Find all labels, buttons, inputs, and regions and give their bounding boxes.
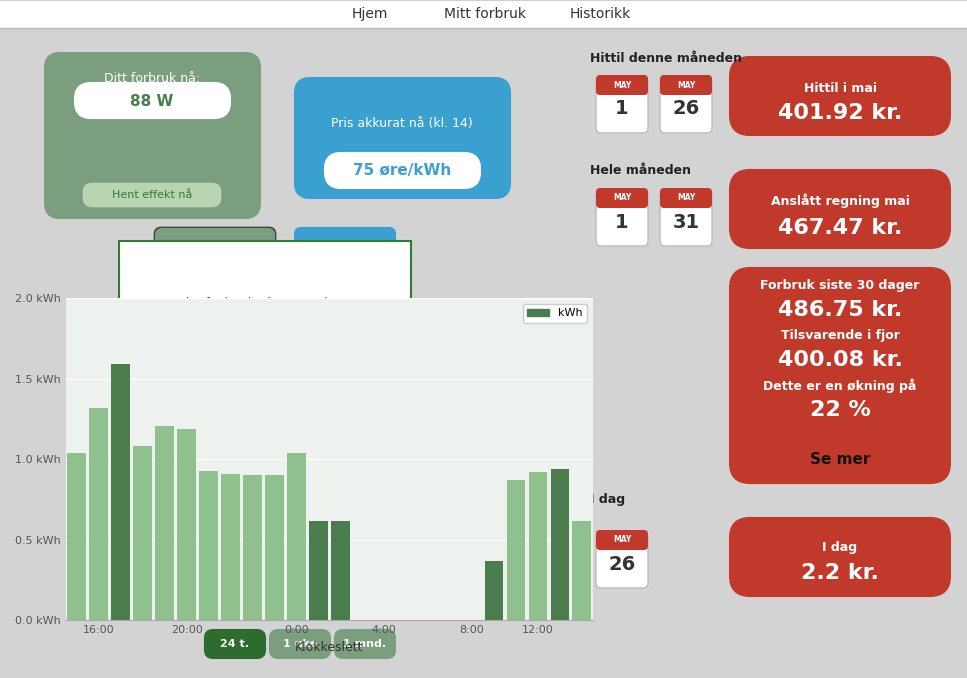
FancyBboxPatch shape — [295, 228, 395, 268]
Text: 24 t.: 24 t. — [220, 639, 249, 649]
Bar — [89, 408, 108, 620]
Text: Hent effekt nå: Hent effekt nå — [112, 190, 192, 200]
Text: Mitt forbruk: Mitt forbruk — [444, 7, 526, 21]
FancyBboxPatch shape — [75, 83, 230, 118]
FancyBboxPatch shape — [270, 630, 330, 658]
Text: 486.75 kr.: 486.75 kr. — [777, 300, 902, 320]
Text: 22 %: 22 % — [809, 400, 870, 420]
FancyBboxPatch shape — [730, 57, 950, 135]
FancyBboxPatch shape — [156, 229, 274, 267]
Text: Hittil i mai: Hittil i mai — [804, 81, 876, 94]
Text: 88 W: 88 W — [131, 94, 174, 108]
Text: Ditt forbruk siste 24 timer: Ditt forbruk siste 24 timer — [175, 297, 355, 311]
Text: Forbruk siste 30 dager: Forbruk siste 30 dager — [760, 279, 920, 292]
Text: Dette er en økning på: Dette er en økning på — [763, 379, 917, 393]
Text: 1: 1 — [615, 212, 629, 231]
Text: Ditt forbruk nå:: Ditt forbruk nå: — [103, 71, 200, 85]
Text: 401.92 kr.: 401.92 kr. — [777, 103, 902, 123]
FancyBboxPatch shape — [155, 228, 275, 268]
Text: Hele måneden: Hele måneden — [590, 163, 691, 176]
Text: Se mer: Se mer — [809, 452, 870, 468]
Text: MAY: MAY — [613, 193, 631, 203]
Text: Historikk: Historikk — [570, 7, 630, 21]
Bar — [484, 561, 503, 620]
FancyBboxPatch shape — [660, 190, 712, 246]
Bar — [243, 475, 262, 620]
FancyBboxPatch shape — [660, 188, 712, 208]
FancyBboxPatch shape — [596, 532, 648, 588]
X-axis label: Klokkeslett: Klokkeslett — [295, 641, 364, 654]
FancyBboxPatch shape — [82, 182, 222, 208]
Text: 1 uke: 1 uke — [283, 639, 317, 649]
Bar — [507, 480, 525, 620]
FancyBboxPatch shape — [335, 630, 395, 658]
Text: Hjem: Hjem — [352, 7, 388, 21]
Bar — [572, 521, 591, 620]
FancyBboxPatch shape — [596, 190, 648, 246]
FancyBboxPatch shape — [0, 0, 967, 28]
Text: 75 øre/kWh: 75 øre/kWh — [353, 163, 452, 178]
Bar — [331, 521, 350, 620]
FancyBboxPatch shape — [730, 170, 950, 248]
FancyBboxPatch shape — [596, 75, 648, 95]
Text: Pris akkurat nå (kl. 14): Pris akkurat nå (kl. 14) — [331, 117, 473, 129]
FancyBboxPatch shape — [45, 53, 260, 218]
Text: Hittil denne måneden: Hittil denne måneden — [590, 52, 742, 64]
Text: 467.47 kr.: 467.47 kr. — [777, 218, 902, 238]
FancyBboxPatch shape — [730, 268, 950, 483]
Text: MAY: MAY — [613, 536, 631, 544]
Bar — [265, 475, 283, 620]
FancyBboxPatch shape — [660, 77, 712, 133]
FancyBboxPatch shape — [205, 630, 265, 658]
FancyBboxPatch shape — [295, 78, 510, 198]
FancyBboxPatch shape — [596, 77, 648, 133]
Bar — [221, 474, 240, 620]
Text: Forbruk: Forbruk — [188, 241, 243, 254]
Bar — [133, 447, 152, 620]
FancyBboxPatch shape — [596, 530, 648, 550]
FancyBboxPatch shape — [660, 75, 712, 95]
Text: 400.08 kr.: 400.08 kr. — [777, 350, 902, 370]
Text: 26: 26 — [608, 555, 635, 574]
Bar — [529, 473, 547, 620]
Bar — [111, 364, 130, 620]
Text: Tilsvarende i fjor: Tilsvarende i fjor — [780, 330, 899, 342]
Text: I dag: I dag — [823, 542, 858, 555]
Bar — [550, 469, 570, 620]
FancyBboxPatch shape — [730, 518, 950, 596]
Bar — [308, 521, 328, 620]
Bar — [68, 453, 86, 620]
Text: 2.2 kr.: 2.2 kr. — [801, 563, 879, 583]
Text: 1 mnd.: 1 mnd. — [343, 639, 387, 649]
Text: Pris: Pris — [332, 241, 359, 254]
Bar — [177, 428, 196, 620]
Text: 26: 26 — [672, 100, 700, 119]
Text: MAY: MAY — [677, 193, 695, 203]
Bar — [199, 471, 218, 620]
Bar — [287, 453, 306, 620]
Bar — [156, 426, 174, 620]
Text: Anslått regning mai: Anslått regning mai — [771, 194, 909, 208]
Text: MAY: MAY — [677, 81, 695, 89]
Text: 31: 31 — [672, 212, 699, 231]
FancyBboxPatch shape — [325, 153, 480, 188]
Text: 1: 1 — [615, 100, 629, 119]
FancyBboxPatch shape — [596, 188, 648, 208]
Legend: kWh: kWh — [522, 304, 587, 323]
Text: MAY: MAY — [613, 81, 631, 89]
Text: I dag: I dag — [590, 494, 625, 506]
